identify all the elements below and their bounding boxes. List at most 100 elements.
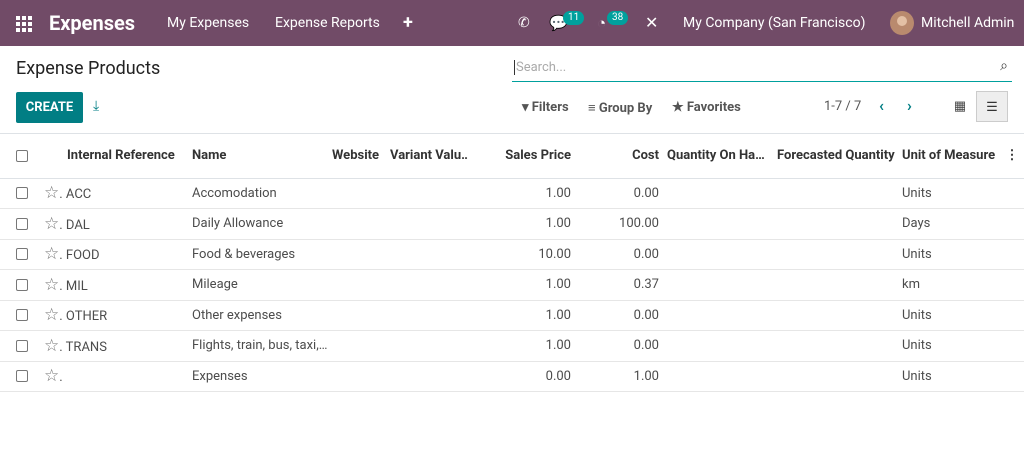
column-header[interactable]: Website: [328, 134, 386, 179]
messages-badge: 11: [563, 11, 585, 25]
cell: [328, 239, 386, 270]
data-row[interactable]: ☆. ACC Accomodation 1.00 0.00 Units: [0, 178, 1024, 209]
cell: 1.00: [575, 361, 663, 392]
column-header[interactable]: Cost: [575, 134, 663, 179]
debug-icon[interactable]: ✕: [645, 13, 659, 32]
data-row[interactable]: ☆. DAL Daily Allowance 1.00 100.00 Days: [0, 208, 1024, 240]
favorite-star[interactable]: ☆: [44, 244, 60, 265]
optional-columns-toggle[interactable]: ⋮: [1000, 134, 1024, 179]
search-box[interactable]: Search... ⌕: [512, 54, 1012, 82]
group-by-button[interactable]: ≡ Group By: [588, 101, 653, 116]
cell: Mileage: [188, 269, 328, 301]
dot: .: [59, 187, 63, 203]
cell: ☆. ACC: [40, 178, 188, 209]
favorite-star[interactable]: ☆: [44, 274, 60, 295]
select-cell: [0, 208, 40, 240]
kanban-view[interactable]: ▦: [953, 99, 967, 114]
export-button[interactable]: ⤓: [93, 98, 100, 114]
data-row[interactable]: ☆. Expenses 0.00 1.00 Units: [0, 361, 1024, 392]
cell-text: FOOD: [65, 248, 100, 264]
user-avatar[interactable]: [890, 11, 914, 35]
filters-button[interactable]: ▾ Filters: [522, 100, 569, 115]
data-row[interactable]: ☆. FOOD Food & beverages 10.00 0.00 Units: [0, 239, 1024, 270]
favorite-star[interactable]: ☆: [44, 335, 60, 356]
checkbox[interactable]: [16, 187, 28, 200]
cell-text: Mileage: [192, 277, 238, 293]
cell: [386, 330, 468, 362]
cell: [386, 300, 468, 331]
favorite-star[interactable]: ☆: [44, 366, 60, 387]
favorite-star[interactable]: ☆: [44, 305, 60, 326]
cell-text: Other expenses: [192, 307, 282, 323]
activities-icon[interactable]: ◔: [597, 14, 607, 32]
column-header[interactable]: Internal Reference: [40, 134, 188, 179]
favorite-star[interactable]: ☆: [44, 213, 60, 234]
cell: 1.00: [468, 178, 575, 209]
favorites-button[interactable]: ★ Favorites: [672, 100, 741, 115]
column-header[interactable]: Variant Valu…: [386, 134, 468, 179]
select-cell: [0, 178, 40, 209]
checkbox[interactable]: [16, 248, 28, 261]
quick-create[interactable]: +: [403, 12, 413, 33]
cell: 10.00: [468, 239, 575, 270]
select-cell: [0, 361, 40, 392]
cell: Expenses: [188, 361, 328, 392]
checkbox[interactable]: [16, 217, 28, 230]
menu-item[interactable]: Expense Reports: [275, 15, 380, 31]
cell: 0.00: [575, 178, 663, 209]
cell: [663, 330, 773, 362]
company-switcher[interactable]: My Company (San Francisco): [683, 15, 866, 31]
checkbox[interactable]: [16, 370, 28, 383]
apps-icon[interactable]: [16, 16, 32, 32]
user-menu[interactable]: Mitchell Admin: [921, 15, 1015, 31]
activities-badge: 38: [607, 11, 629, 25]
cell: Units: [898, 330, 1000, 362]
group-by-label: Group By: [598, 101, 653, 116]
column-header[interactable]: Name: [188, 134, 328, 179]
cell: Flights, train, bus, taxi,…: [188, 330, 328, 362]
column-header[interactable]: Sales Price: [468, 134, 575, 179]
list-view[interactable]: ☰: [976, 91, 1008, 122]
column-header[interactable]: Unit of Measure: [898, 134, 1000, 179]
checkbox[interactable]: [16, 339, 28, 352]
select-cell: [0, 239, 40, 270]
data-row[interactable]: ☆. MIL Mileage 1.00 0.37 km: [0, 269, 1024, 301]
cell: [386, 361, 468, 392]
pager-next[interactable]: ›: [907, 96, 912, 115]
cell: [663, 208, 773, 240]
cell: Days: [898, 208, 1000, 240]
cell: [773, 178, 898, 209]
cell-text: Expenses: [192, 368, 248, 384]
cell: [1000, 178, 1024, 209]
app-name[interactable]: Expenses: [49, 11, 136, 35]
cell: [1000, 239, 1024, 270]
select-cell: [0, 300, 40, 331]
checkbox[interactable]: [16, 309, 28, 322]
cell: [328, 330, 386, 362]
data-row[interactable]: ☆. TRANS Flights, train, bus, taxi,… 1.00 0…: [0, 330, 1024, 362]
cell-text: Days: [902, 216, 931, 232]
menu-item[interactable]: My Expenses: [167, 15, 250, 31]
phone-icon[interactable]: ✆: [518, 15, 530, 31]
data-row[interactable]: ☆. OTHER Other expenses 1.00 0.00 Units: [0, 300, 1024, 331]
pager-prev[interactable]: ‹: [879, 96, 884, 115]
cell: [663, 269, 773, 301]
search-placeholder: Search...: [514, 60, 567, 75]
cell: [386, 178, 468, 209]
checkbox[interactable]: [16, 149, 28, 162]
checkbox[interactable]: [16, 278, 28, 291]
cell: [386, 208, 468, 240]
cell-text: 1.00: [545, 185, 571, 201]
column-header[interactable]: Quantity On Ha…: [663, 134, 773, 179]
create-button[interactable]: CREATE: [16, 92, 83, 123]
column-header[interactable]: Forecasted Quantity: [773, 134, 898, 179]
cell: ☆. OTHER: [40, 300, 188, 331]
cell: [1000, 330, 1024, 362]
cell: 0.00: [575, 300, 663, 331]
cell: [328, 208, 386, 240]
navbar: Expenses My Expenses Expense Reports + ✆…: [0, 0, 1024, 46]
cell: [773, 208, 898, 240]
cell: [328, 178, 386, 209]
favorite-star[interactable]: ☆: [44, 183, 60, 204]
control-panel: Expense Products Search... ⌕ CREATE ⤓ ▾ …: [0, 46, 1024, 134]
